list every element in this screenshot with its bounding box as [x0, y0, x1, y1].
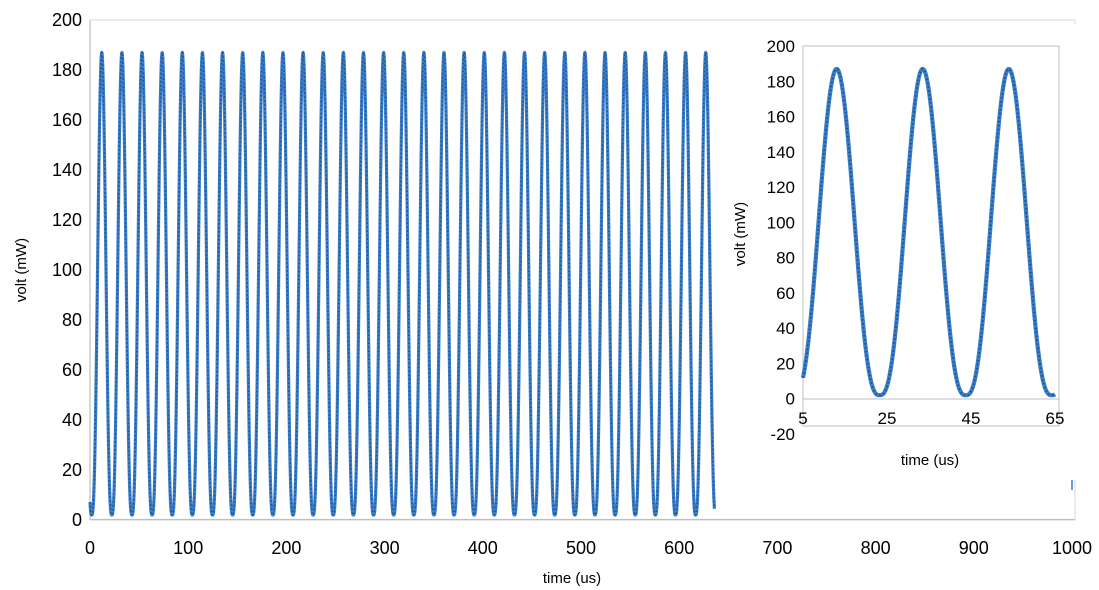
- y-tick-label: 60: [776, 284, 795, 303]
- y-tick-label: 0: [72, 510, 82, 530]
- x-tick-label: 5: [798, 409, 807, 428]
- inset-chart: -20 0 20 40 60 80 100 120 140 160 180 200 5 25 45 65 t…: [722, 24, 1085, 480]
- inset-series: [800, 66, 1057, 398]
- inset-y-tick-labels: -20 0 20 40 60 80 100 120 140 160 180 200: [767, 37, 795, 444]
- x-tick-label: 400: [468, 538, 498, 558]
- y-tick-label: 40: [62, 410, 82, 430]
- main-y-tick-labels: 0 20 40 60 80 100 120 140 160 180 200: [52, 10, 82, 530]
- series-points: [89, 51, 716, 516]
- x-tick-label: 300: [370, 538, 400, 558]
- inset-y-axis-label: volt (mW): [732, 202, 749, 266]
- y-tick-label: 120: [52, 210, 82, 230]
- y-tick-label: 60: [62, 360, 82, 380]
- y-tick-label: 180: [52, 60, 82, 80]
- main-x-axis-label: time (us): [543, 570, 601, 587]
- y-tick-label: 100: [52, 260, 82, 280]
- x-tick-label: 100: [173, 538, 203, 558]
- x-tick-label: 600: [664, 538, 694, 558]
- y-tick-label: 160: [52, 110, 82, 130]
- y-tick-label: 80: [776, 249, 795, 268]
- y-tick-label: 140: [767, 143, 795, 162]
- y-tick-label: 100: [767, 213, 795, 232]
- y-tick-label: 20: [776, 354, 795, 373]
- x-tick-label: 200: [271, 538, 301, 558]
- x-tick-label: 65: [1046, 409, 1065, 428]
- y-tick-label: 0: [786, 390, 795, 409]
- main-x-tick-labels: 0 100 200 300 400 500 600 700 800 900 1000: [85, 538, 1092, 558]
- y-tick-label: 40: [776, 319, 795, 338]
- y-tick-label: -20: [770, 425, 795, 444]
- x-tick-label: 1000: [1052, 538, 1092, 558]
- y-tick-label: 200: [52, 10, 82, 30]
- inset-x-tick-labels: 5 25 45 65: [798, 409, 1064, 428]
- main-y-axis-label: volt (mW): [13, 238, 30, 302]
- x-tick-label: 500: [566, 538, 596, 558]
- y-tick-label: 180: [767, 72, 795, 91]
- x-tick-label: 900: [959, 538, 989, 558]
- x-tick-label: 45: [962, 409, 981, 428]
- inset-x-axis-label: time (us): [901, 452, 959, 469]
- y-tick-label: 80: [62, 310, 82, 330]
- y-tick-label: 200: [767, 37, 795, 56]
- series-points: [802, 67, 1056, 397]
- y-tick-label: 140: [52, 160, 82, 180]
- y-tick-label: 20: [62, 460, 82, 480]
- y-tick-label: 120: [767, 178, 795, 197]
- x-tick-label: 800: [861, 538, 891, 558]
- y-tick-label: 160: [767, 108, 795, 127]
- x-tick-label: 700: [762, 538, 792, 558]
- inset-plot-frame: [802, 45, 1060, 427]
- x-tick-label: 25: [878, 409, 897, 428]
- x-tick-label: 0: [85, 538, 95, 558]
- main-series: [88, 50, 717, 517]
